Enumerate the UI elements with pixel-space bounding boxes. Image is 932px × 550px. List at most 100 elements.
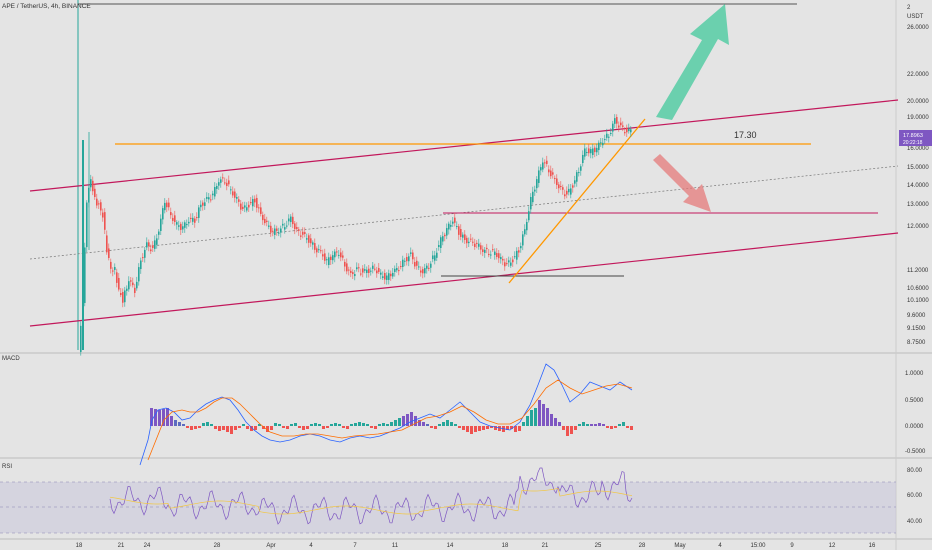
bullish-arrow[interactable] [656, 4, 729, 120]
rising-trendline[interactable] [508, 118, 646, 284]
candle-body [226, 182, 228, 186]
candle-body [188, 221, 190, 224]
macd-histogram-bar [538, 400, 541, 426]
candle-body [348, 269, 350, 271]
candle-body [208, 197, 210, 200]
candle-body [594, 147, 596, 153]
candle-body [170, 212, 172, 216]
countdown-timer: 20:22:18 [903, 140, 923, 146]
candle-body [458, 226, 460, 235]
candle-body [364, 269, 366, 271]
bearish-arrow[interactable] [653, 154, 711, 212]
candle-body [236, 197, 238, 199]
candle-body [378, 268, 380, 272]
candle-body [392, 272, 394, 277]
candle-body [116, 272, 118, 283]
channel-lower-line[interactable] [29, 232, 899, 327]
candle-body [486, 247, 488, 250]
macd-histogram-bar [298, 426, 301, 428]
price-tick: 20.0000 [907, 99, 929, 105]
candle-body [518, 250, 520, 253]
macd-histogram-bar [514, 426, 517, 432]
candle-body [320, 250, 322, 252]
candle-body [316, 248, 318, 253]
candle-body [470, 238, 472, 240]
macd-histogram-bar [334, 423, 337, 426]
candle-body [260, 207, 262, 214]
macd-histogram-bar [198, 426, 201, 428]
time-axis[interactable]: 18 21 24 28 Apr 4 7 11 14 18 21 25 28 May 4 15:00 9 12 16 [76, 543, 876, 549]
candle-body [214, 187, 216, 197]
candle-body [138, 267, 140, 282]
candle-body [110, 261, 112, 269]
candle-body [282, 223, 284, 226]
macd-histogram-bar [250, 426, 253, 431]
drawings-layer: 17.30 [29, 4, 899, 327]
candle-body [192, 217, 194, 222]
candle-body [86, 202, 88, 248]
candle-body [590, 149, 592, 154]
candle-body [102, 212, 104, 218]
candle-body [550, 170, 552, 177]
macd-line [139, 363, 633, 466]
candle-body [234, 191, 236, 198]
candle-body [608, 136, 610, 138]
candle-body [130, 280, 132, 282]
time-tick: 21 [118, 543, 125, 549]
candle-body [380, 272, 382, 275]
macd-histogram-bar [450, 422, 453, 426]
price-axis[interactable]: USDT 226.000022.000020.000019.000017.000… [907, 5, 929, 346]
price-tick: 10.6000 [907, 286, 929, 292]
candle-body [604, 139, 606, 141]
price-tick: 26.0000 [907, 25, 929, 31]
candle-body [578, 172, 580, 174]
macd-histogram-bar [310, 424, 313, 426]
candle-body [564, 194, 566, 197]
macd-histogram-bar [366, 424, 369, 426]
rsi-ma-line [109, 488, 633, 515]
candle-body [494, 251, 496, 255]
candle-body [406, 257, 408, 262]
candle-body [198, 207, 200, 218]
price-tick: 12.0000 [907, 224, 929, 230]
macd-histogram-bar [154, 409, 157, 426]
candle-body [182, 226, 184, 230]
candle-body [462, 234, 464, 238]
candle-body [510, 262, 512, 266]
candle-body [574, 180, 576, 184]
candle-body [326, 259, 328, 261]
candles-layer [80, 114, 632, 356]
macd-histogram-bar [462, 426, 465, 430]
channel-upper-line[interactable] [29, 99, 899, 192]
candle-body [308, 235, 310, 243]
price-tick: 10.1000 [907, 298, 929, 304]
candle-body [286, 225, 288, 227]
candle-body [584, 148, 586, 157]
macd-histogram-bar [386, 424, 389, 426]
macd-histogram-bar [278, 424, 281, 426]
candle-body [420, 270, 422, 273]
macd-histogram-bar [230, 426, 233, 434]
candle-body [258, 207, 260, 209]
macd-histogram-bar [202, 423, 205, 426]
macd-histogram-bar [214, 426, 217, 429]
macd-histogram-bar [458, 426, 461, 428]
candle-body [464, 234, 466, 240]
candle-body [496, 253, 498, 257]
candle-body [516, 250, 518, 260]
candle-body [404, 260, 406, 262]
candle-body [108, 248, 110, 258]
time-tick: 24 [144, 543, 151, 549]
macd-histogram-bar [346, 426, 349, 429]
candle-body [452, 221, 454, 224]
candle-body [506, 263, 508, 265]
macd-tick: 1.0000 [905, 371, 924, 377]
time-tick: Apr [266, 543, 275, 549]
candle-body [598, 142, 600, 151]
price-tick: 13.0000 [907, 202, 929, 208]
candle-body [142, 257, 144, 259]
candle-body [606, 133, 608, 138]
candle-body [210, 199, 212, 201]
candle-body [322, 254, 324, 257]
